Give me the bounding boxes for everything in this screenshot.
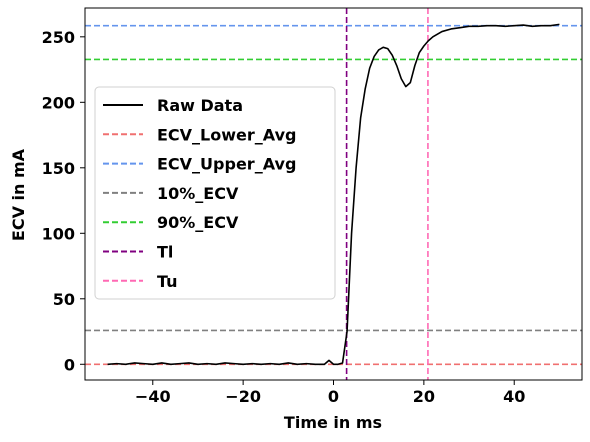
x-axis-ticks: −40 −20 0 20 40 (135, 380, 525, 406)
x-tick-label: 40 (503, 387, 525, 406)
y-tick-label: 150 (42, 159, 75, 178)
x-tick-label: −20 (225, 387, 261, 406)
reference-lines (85, 8, 582, 380)
y-tick-label: 250 (42, 28, 75, 47)
y-tick-label: 0 (64, 355, 75, 374)
y-axis-title: ECV in mA (9, 148, 28, 241)
legend-label-raw-data: Raw Data (157, 96, 243, 115)
legend-label-tl: Tl (157, 243, 173, 262)
legend-label-tu: Tu (157, 272, 178, 291)
legend-label-ecv-lower-avg: ECV_Lower_Avg (157, 125, 296, 144)
y-axis-ticks: 0 50 100 150 200 250 (42, 28, 85, 374)
x-tick-label: 20 (413, 387, 435, 406)
y-tick-label: 100 (42, 224, 75, 243)
legend-label-10-ecv: 10%_ECV (157, 184, 239, 203)
series-line-raw-data (107, 23, 560, 366)
legend: Raw Data ECV_Lower_Avg ECV_Upper_Avg 10%_EC… (94, 86, 336, 300)
legend-box (94, 86, 336, 300)
x-axis-title: Time in ms (284, 413, 382, 432)
x-tick-label: 0 (328, 387, 339, 406)
legend-label-ecv-upper-avg: ECV_Upper_Avg (157, 155, 296, 174)
y-tick-label: 200 (42, 93, 75, 112)
legend-label-90-ecv: 90%_ECV (157, 213, 239, 232)
x-tick-label: −40 (135, 387, 171, 406)
data-series (107, 23, 560, 366)
y-tick-label: 50 (53, 290, 75, 309)
